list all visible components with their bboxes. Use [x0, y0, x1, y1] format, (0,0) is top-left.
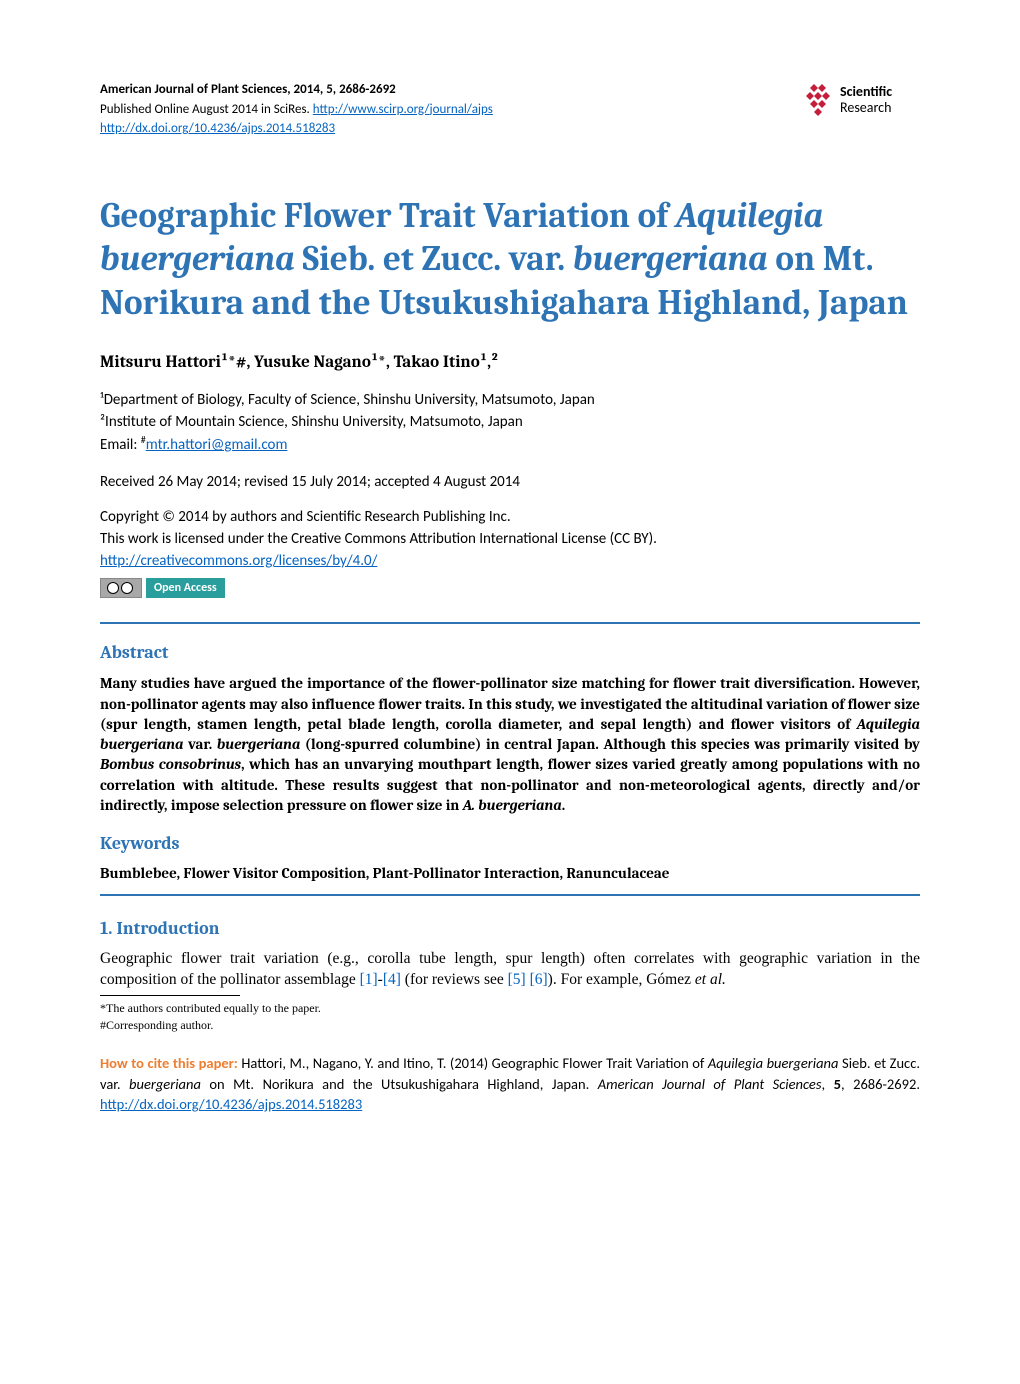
footnote-separator: [100, 995, 240, 996]
cite-pre: Hattori, M., Nagano, Y. and Itino, T. (2…: [238, 1054, 708, 1072]
cite-it2: buergeriana: [129, 1075, 201, 1093]
intro-etal: et al.: [695, 971, 726, 988]
header-meta: American Journal of Plant Sciences, 2014…: [100, 80, 493, 139]
publisher-logo: Scientific Research: [800, 80, 920, 125]
cite-m3: ,: [822, 1075, 834, 1093]
abstract-it4: A. buergeriana: [463, 796, 562, 814]
license-url-link[interactable]: http://creativecommons.org/licenses/by/4…: [100, 552, 377, 570]
abstract-m2: (long-spurred columbine) in central Japa…: [300, 735, 920, 753]
divider-bottom: [100, 894, 920, 896]
ref-4[interactable]: [4]: [383, 971, 401, 988]
cite-it3: American Journal of Plant Sciences: [598, 1075, 822, 1093]
doi-line: http://dx.doi.org/10.4236/ajps.2014.5182…: [100, 119, 493, 139]
abstract-body: Many studies have argued the importance …: [100, 673, 920, 815]
header-row: American Journal of Plant Sciences, 2014…: [100, 80, 920, 139]
ref-6[interactable]: [6]: [530, 971, 548, 988]
intro-m1: (for reviews see: [401, 971, 508, 988]
affiliation-2: ²Institute of Mountain Science, Shinshu …: [100, 412, 920, 434]
ref-1[interactable]: [1]: [360, 971, 378, 988]
cite-box: How to cite this paper: Hattori, M., Nag…: [100, 1053, 920, 1114]
footnote-1: *The authors contributed equally to the …: [100, 1000, 920, 1017]
cite-m2: on Mt. Norikura and the Utsukushigahara …: [201, 1075, 598, 1093]
journal-url-link[interactable]: http://www.scirp.org/journal/ajps: [313, 102, 493, 117]
intro-heading: 1. Introduction: [100, 918, 920, 939]
affiliation-1: ¹Department of Biology, Faculty of Scien…: [100, 390, 920, 412]
dates: Received 26 May 2014; revised 15 July 20…: [100, 473, 920, 491]
article-title: Geographic Flower Trait Variation of Aqu…: [100, 194, 920, 325]
cite-url-link[interactable]: http://dx.doi.org/10.4236/ajps.2014.5182…: [100, 1095, 362, 1113]
cite-vol: 5: [834, 1075, 841, 1093]
scirp-logo-icon: Scientific Research: [800, 80, 920, 120]
svg-text:Research: Research: [840, 99, 891, 116]
affiliations: ¹Department of Biology, Faculty of Scien…: [100, 390, 920, 457]
title-part2: Sieb. et Zucc. var.: [295, 238, 573, 279]
keywords-text: Bumblebee, Flower Visitor Composition, P…: [100, 864, 920, 882]
open-access-badge: Open Access: [146, 578, 225, 598]
intro-m2: ). For example, Gómez: [548, 971, 695, 988]
abstract-heading: Abstract: [100, 642, 920, 663]
footnotes: *The authors contributed equally to the …: [100, 1000, 920, 1034]
abstract-it3: Bombus consobrinus: [100, 755, 241, 773]
title-part1: Geographic Flower Trait Variation of: [100, 195, 676, 236]
cc-by-badge-icon: [100, 578, 142, 598]
copyright-line1: Copyright © 2014 by authors and Scientif…: [100, 507, 920, 529]
abstract-pre: Many studies have argued the importance …: [100, 674, 920, 733]
ref-5[interactable]: [5]: [508, 971, 526, 988]
cite-m4: , 2686-2692.: [841, 1075, 920, 1093]
license-badges: Open Access: [100, 578, 920, 598]
copyright-block: Copyright © 2014 by authors and Scientif…: [100, 507, 920, 572]
abstract-it2: buergeriana: [217, 735, 300, 753]
cite-it1: Aquilegia buergeriana: [708, 1054, 839, 1072]
email-label: Email:: [100, 436, 141, 454]
copyright-line2: This work is licensed under the Creative…: [100, 529, 920, 551]
authors: Mitsuru Hattori¹*#, Yusuke Nagano¹*, Tak…: [100, 353, 920, 372]
intro-body: Geographic flower trait variation (e.g.,…: [100, 949, 920, 991]
divider-top: [100, 622, 920, 624]
email-link[interactable]: mtr.hattori@gmail.com: [146, 436, 288, 454]
title-italic2: buergeriana: [573, 238, 768, 279]
published-prefix: Published Online August 2014 in SciRes.: [100, 102, 313, 117]
email-line: Email: #mtr.hattori@gmail.com: [100, 433, 920, 457]
cite-label: How to cite this paper:: [100, 1054, 238, 1072]
journal-line: American Journal of Plant Sciences, 2014…: [100, 80, 493, 100]
svg-text:Scientific: Scientific: [840, 83, 892, 100]
footnote-2: #Corresponding author.: [100, 1017, 920, 1034]
abstract-post: .: [562, 796, 565, 814]
keywords-heading: Keywords: [100, 833, 920, 854]
doi-url-link[interactable]: http://dx.doi.org/10.4236/ajps.2014.5182…: [100, 121, 335, 136]
abstract-m1: var.: [183, 735, 216, 753]
published-line: Published Online August 2014 in SciRes. …: [100, 100, 493, 120]
